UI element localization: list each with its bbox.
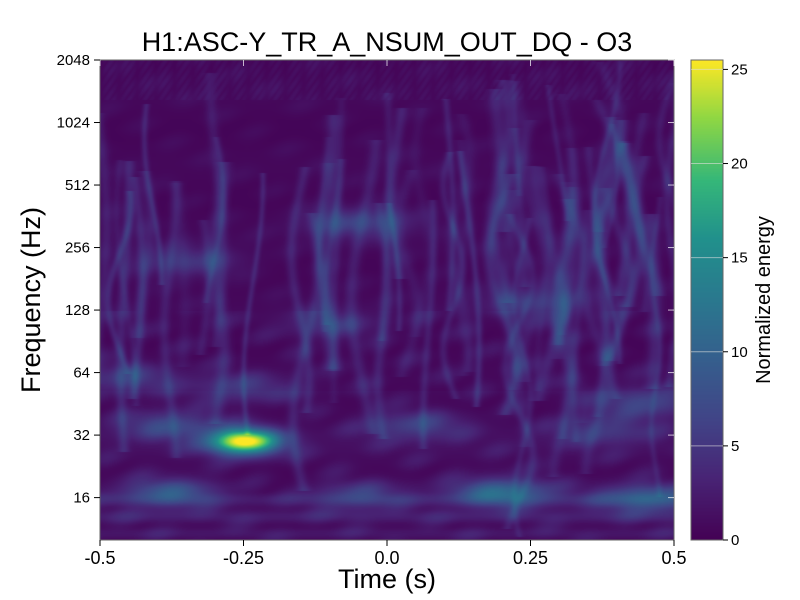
plot-frame (99, 59, 675, 541)
x-tick-label: 0.25 (513, 548, 548, 568)
chart-title: H1:ASC-Y_TR_A_NSUM_OUT_DQ - O3 (141, 27, 633, 57)
colorbar-tick-label: 25 (731, 61, 748, 78)
y-tick-label: 256 (65, 240, 90, 257)
y-tick-label: 32 (73, 427, 90, 444)
y-tick-label: 128 (65, 302, 90, 319)
y-axis-label: Frequency (Hz) (16, 206, 46, 394)
y-tick-label: 512 (65, 177, 90, 194)
x-axis-label: Time (s) (338, 564, 436, 594)
x-tick-label: 0.0 (374, 548, 399, 568)
colorbar-tick-label: 0 (731, 532, 739, 549)
colorbar-tick-label: 20 (731, 156, 748, 173)
colorbar-tick-label: 5 (731, 438, 739, 455)
x-tick-label: -0.25 (223, 548, 264, 568)
x-tick-label: 0.5 (661, 548, 686, 568)
y-tick-label: 2048 (57, 52, 90, 69)
colorbar-tick-label: 15 (731, 250, 748, 267)
colorbar-label: Normalized energy (753, 216, 775, 384)
colorbar-tick-label: 10 (731, 344, 748, 361)
y-tick-label: 1024 (57, 115, 90, 132)
colorbar-frame (690, 59, 724, 541)
colorbar-gradient (691, 60, 723, 540)
spectrogram-heatmap (100, 60, 674, 540)
x-tick-label: -0.5 (84, 548, 115, 568)
y-tick-label: 64 (73, 365, 90, 382)
y-tick-label: 16 (73, 490, 90, 507)
